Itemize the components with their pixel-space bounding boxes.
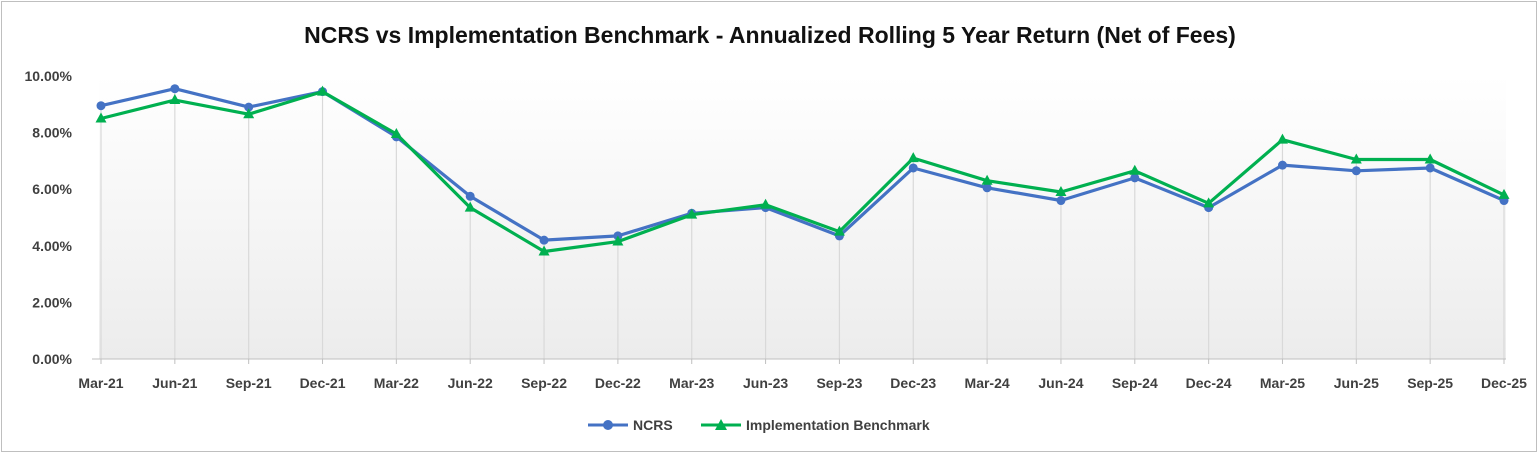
data-point bbox=[1276, 133, 1288, 144]
x-tick-label: Sep-23 bbox=[816, 375, 862, 391]
data-point bbox=[169, 94, 181, 105]
data-point bbox=[981, 174, 993, 185]
x-tick-label: Mar-22 bbox=[374, 375, 419, 391]
legend-benchmark-label: Implementation Benchmark bbox=[746, 417, 930, 433]
x-tick-label: Dec-25 bbox=[1481, 375, 1527, 391]
data-point bbox=[1129, 164, 1141, 175]
legend-ncrs-label: NCRS bbox=[633, 417, 673, 433]
x-axis: Mar-21 Jun-21 Sep-21 Dec-21 Mar-22 Jun-22 Sep-… bbox=[78, 358, 1527, 391]
x-tick-label: Jun-24 bbox=[1038, 375, 1083, 391]
data-point bbox=[317, 85, 329, 96]
x-tick-label: Mar-23 bbox=[669, 375, 714, 391]
series-line bbox=[100, 89, 1505, 254]
series-layer bbox=[95, 84, 1510, 256]
legend-benchmark-marker bbox=[715, 419, 727, 430]
data-point bbox=[1425, 163, 1435, 173]
data-point bbox=[95, 112, 107, 123]
data-point bbox=[1424, 153, 1436, 164]
x-tick-label: Sep-24 bbox=[1112, 375, 1158, 391]
data-point bbox=[538, 245, 550, 256]
x-tick-label: Jun-22 bbox=[448, 375, 493, 391]
data-point bbox=[170, 84, 180, 94]
x-tick-label: Mar-24 bbox=[965, 375, 1010, 391]
x-tick-label: Dec-22 bbox=[595, 375, 641, 391]
data-point bbox=[464, 201, 476, 212]
y-tick-label: 0.00% bbox=[32, 351, 72, 367]
y-tick-label: 6.00% bbox=[32, 181, 72, 197]
data-point bbox=[390, 128, 402, 139]
x-tick-label: Mar-25 bbox=[1260, 375, 1305, 391]
x-tick-label: Sep-22 bbox=[521, 375, 567, 391]
x-tick-label: Dec-21 bbox=[300, 375, 346, 391]
x-tick-label: Jun-25 bbox=[1334, 375, 1379, 391]
y-tick-label: 4.00% bbox=[32, 238, 72, 254]
data-point bbox=[982, 183, 992, 193]
data-point bbox=[1130, 173, 1140, 183]
x-tick-label: Sep-25 bbox=[1407, 375, 1453, 391]
data-point bbox=[907, 152, 919, 163]
data-point bbox=[1055, 186, 1067, 197]
y-tick-label: 8.00% bbox=[32, 125, 72, 141]
y-tick-label: 10.00% bbox=[25, 68, 73, 84]
drop-lines bbox=[100, 88, 1505, 359]
legend-item-ncrs: NCRS bbox=[588, 417, 673, 433]
y-axis: 0.00% 2.00% 4.00% 6.00% 8.00% 10.00% bbox=[25, 68, 73, 367]
data-point bbox=[1056, 196, 1066, 206]
data-point bbox=[1350, 153, 1362, 164]
series-benchmark bbox=[95, 85, 1510, 256]
x-tick-label: Sep-21 bbox=[226, 375, 272, 391]
data-point bbox=[1203, 197, 1215, 208]
x-tick-label: Jun-21 bbox=[152, 375, 197, 391]
x-tick-label: Dec-24 bbox=[1186, 375, 1232, 391]
x-tick-label: Mar-21 bbox=[78, 375, 123, 391]
data-point bbox=[96, 101, 106, 111]
data-point bbox=[244, 102, 254, 112]
data-point bbox=[1277, 160, 1287, 170]
data-point bbox=[539, 235, 549, 245]
y-tick-label: 2.00% bbox=[32, 294, 72, 310]
data-point bbox=[760, 198, 772, 209]
data-point bbox=[833, 225, 845, 236]
data-point bbox=[908, 163, 918, 173]
data-point bbox=[1351, 166, 1361, 176]
legend-item-benchmark: Implementation Benchmark bbox=[701, 417, 930, 433]
data-point bbox=[465, 191, 475, 201]
data-point bbox=[612, 235, 624, 246]
data-point bbox=[1498, 188, 1510, 199]
x-tick-label: Dec-23 bbox=[890, 375, 936, 391]
chart-title: NCRS vs Implementation Benchmark - Annua… bbox=[304, 22, 1236, 48]
x-tick-label: Jun-23 bbox=[743, 375, 788, 391]
legend-ncrs-marker bbox=[603, 420, 613, 430]
data-point bbox=[243, 108, 255, 119]
data-point bbox=[686, 208, 698, 219]
legend: NCRS Implementation Benchmark bbox=[588, 417, 930, 433]
